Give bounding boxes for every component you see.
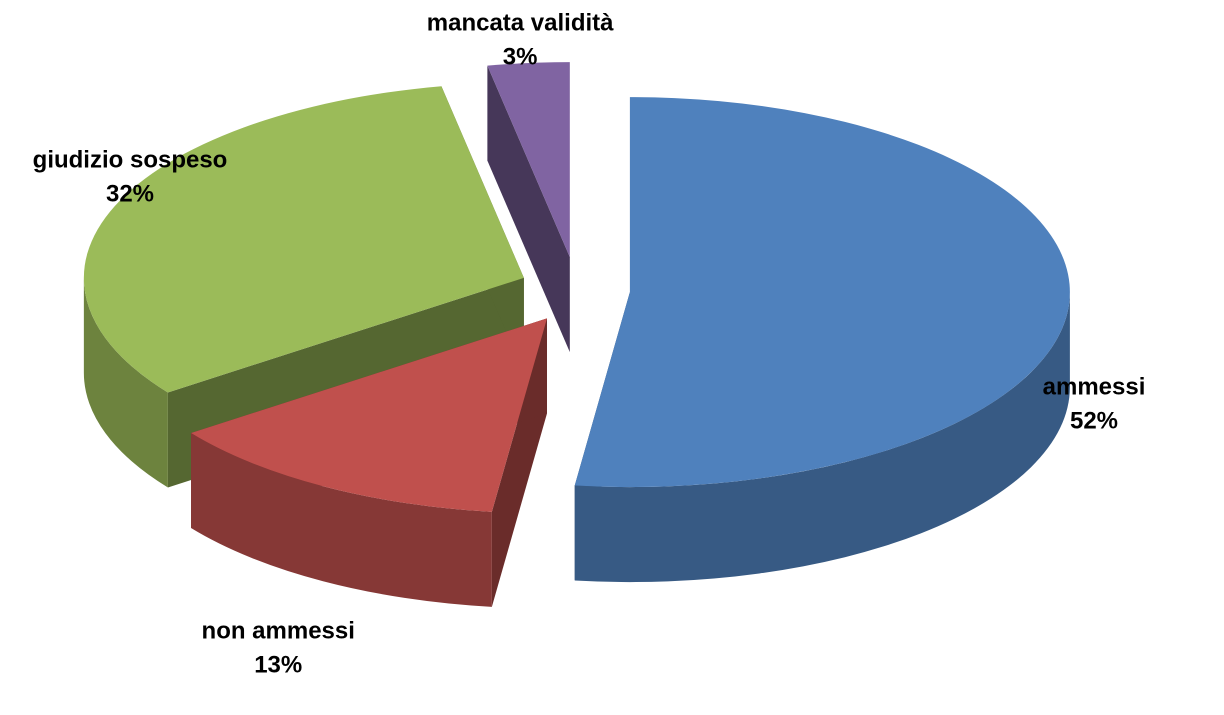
slice: [191, 318, 548, 512]
slice-wall: [191, 433, 492, 607]
slice-label: ammessi: [1043, 374, 1146, 401]
slice-wall: [574, 292, 1070, 583]
slice-side: [487, 65, 570, 353]
slice: [574, 97, 1070, 488]
slice: [83, 86, 524, 393]
slice-label: mancata validità: [427, 9, 614, 36]
slice-label: giudizio sospeso: [33, 147, 228, 174]
slice-value-label: 13%: [254, 652, 302, 679]
slice: [487, 62, 570, 258]
slice-value-label: 3%: [503, 43, 538, 70]
slice-value-label: 52%: [1070, 408, 1118, 435]
slice-label: non ammessi: [202, 618, 355, 645]
slice-wall: [83, 277, 168, 488]
slice-value-label: 32%: [106, 181, 154, 208]
